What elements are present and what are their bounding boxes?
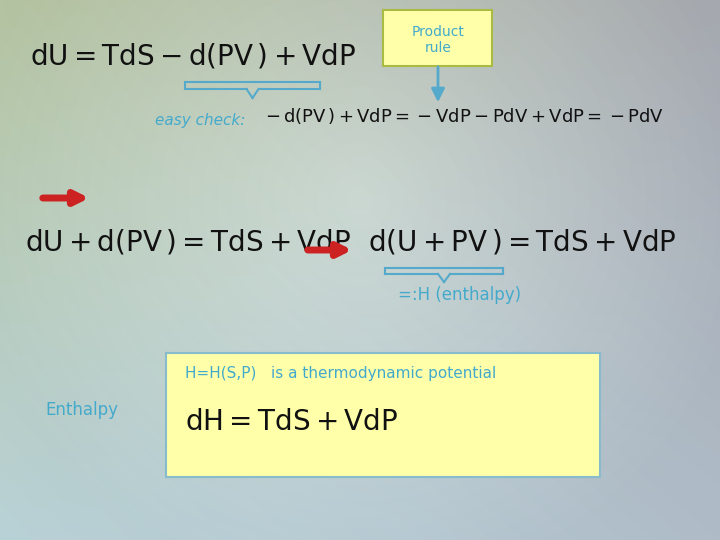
Text: Enthalpy: Enthalpy (45, 401, 118, 419)
FancyBboxPatch shape (166, 353, 600, 477)
Text: $\mathrm{dU + d(PV\,)= TdS + VdP}$: $\mathrm{dU + d(PV\,)= TdS + VdP}$ (25, 227, 351, 256)
Text: =:H (enthalpy): =:H (enthalpy) (398, 286, 521, 304)
FancyBboxPatch shape (383, 10, 492, 66)
Text: $\mathrm{-\,d(PV\,)+VdP = -VdP - PdV + VdP = -PdV}$: $\mathrm{-\,d(PV\,)+VdP = -VdP - PdV + V… (265, 106, 664, 126)
Text: easy check:: easy check: (155, 113, 246, 128)
Text: H=H(S,P)   is a thermodynamic potential: H=H(S,P) is a thermodynamic potential (185, 366, 496, 381)
Text: $\mathrm{dU = TdS - d(PV\,)+ VdP}$: $\mathrm{dU = TdS - d(PV\,)+ VdP}$ (30, 42, 356, 71)
Text: $\mathrm{dH = TdS + VdP}$: $\mathrm{dH = TdS + VdP}$ (185, 408, 398, 436)
Text: $\mathrm{d(U + PV\,)= TdS + VdP}$: $\mathrm{d(U + PV\,)= TdS + VdP}$ (368, 227, 677, 256)
Text: Product
rule: Product rule (412, 25, 464, 55)
